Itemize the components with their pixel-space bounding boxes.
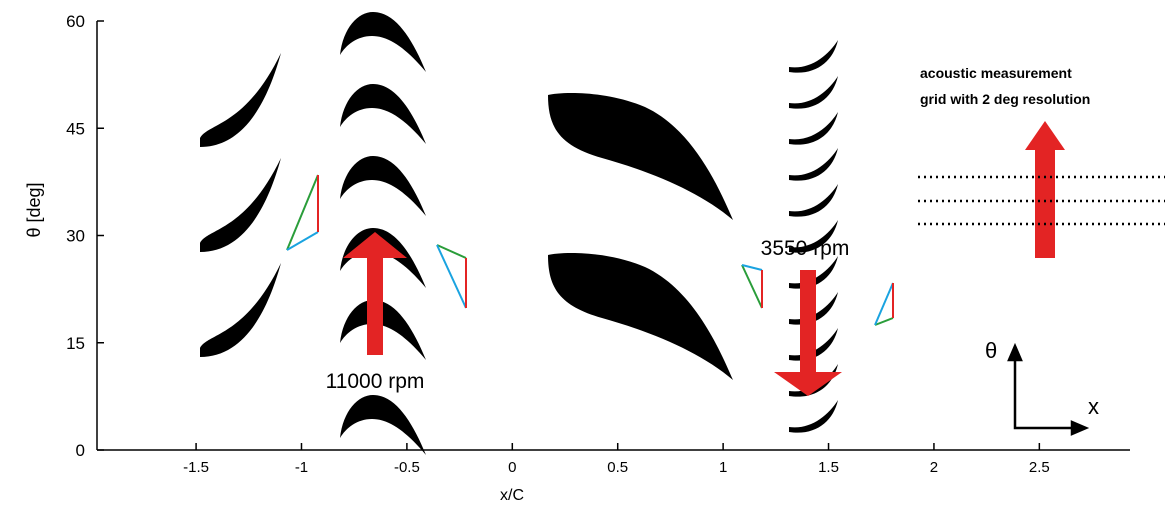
x-tick-label: 0.5: [607, 459, 628, 476]
grid-note: grid with 2 deg resolution: [920, 91, 1090, 107]
y-axis-label: θ [deg]: [24, 182, 44, 237]
y-tick-label: 15: [66, 334, 85, 353]
icon-theta: θ: [985, 338, 997, 363]
blade-rows: [200, 12, 838, 455]
blade: [789, 112, 838, 145]
x-tick-label: 2.5: [1029, 459, 1050, 476]
y-tick-label: 60: [66, 12, 85, 31]
y-tick-label: 30: [66, 227, 85, 246]
x-tick-label: -1: [295, 459, 308, 476]
blade: [789, 40, 838, 73]
arrows: [343, 121, 1065, 396]
x-tick-label: 0: [508, 459, 516, 476]
fan-speed: 3550 rpm: [761, 237, 850, 260]
x-tick-label: 1: [719, 459, 727, 476]
rotor-speed: 11000 rpm: [326, 370, 425, 393]
blade: [789, 400, 838, 433]
blade: [789, 76, 838, 109]
x-axis-label: x/C: [500, 487, 524, 504]
grid-note: acoustic measurement: [920, 65, 1072, 81]
x-tick-label: 1.5: [818, 459, 839, 476]
y-tick-label: 0: [76, 441, 85, 460]
y-tick-label: 45: [66, 119, 85, 138]
measurement-grid: [918, 175, 1165, 226]
x-tick-label: -1.5: [183, 459, 209, 476]
blade: [789, 148, 838, 181]
coordinate-icon: [1007, 342, 1090, 436]
icon-x: x: [1088, 394, 1099, 419]
x-tick-label: -0.5: [394, 459, 420, 476]
x-tick-label: 2: [930, 459, 938, 476]
velocity-triangles: [286, 174, 894, 326]
blade: [789, 184, 838, 217]
